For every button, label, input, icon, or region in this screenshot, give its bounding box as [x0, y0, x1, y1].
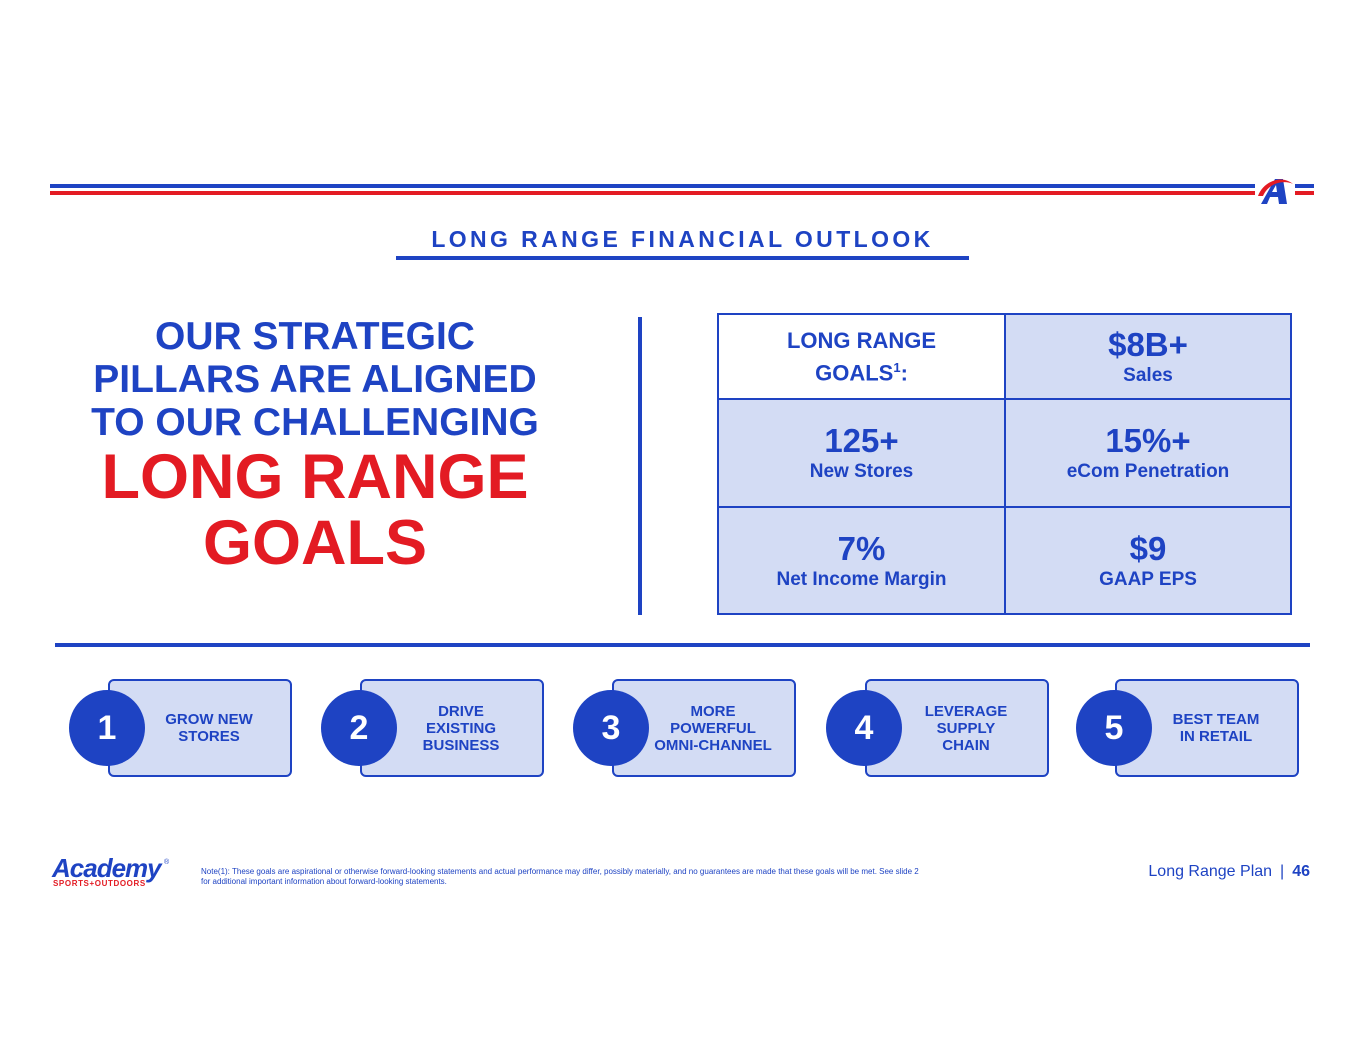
deck-name: Long Range Plan	[1148, 863, 1273, 880]
pillar-number-badge: 5	[1076, 690, 1152, 766]
headline: OUR STRATEGIC PILLARS ARE ALIGNED TO OUR…	[40, 315, 590, 576]
goal-label: New Stores	[809, 461, 914, 482]
pillar-label-line: IN RETAIL	[1179, 728, 1253, 745]
goal-label: eCom Penetration	[1066, 461, 1230, 482]
pillar-label-line: BUSINESS	[422, 736, 500, 754]
page-number: 46	[1292, 863, 1310, 880]
goals-header-line-1: LONG RANGE	[786, 327, 937, 353]
pillar-1: GROW NEW STORES 1	[69, 679, 294, 777]
vertical-divider	[638, 317, 642, 615]
pillar-box: DRIVE EXISTING BUSINESS	[360, 679, 544, 777]
long-range-goals-table: LONG RANGE GOALS1: $8B+ Sales 125+ New S…	[717, 313, 1292, 615]
footnote-marker: 1	[893, 359, 901, 375]
goal-cell-sales: $8B+ Sales	[1006, 315, 1290, 400]
goal-value: 15%+	[1105, 422, 1191, 459]
headline-line-2: PILLARS ARE ALIGNED	[93, 358, 537, 401]
pillar-label-line: POWERFUL	[670, 719, 756, 737]
goal-cell-ecom-penetration: 15%+ eCom Penetration	[1006, 400, 1290, 508]
pillar-number-badge: 1	[69, 690, 145, 766]
pillar-number-badge: 2	[321, 690, 397, 766]
goal-cell-new-stores: 125+ New Stores	[719, 400, 1006, 508]
footnote: Note(1): These goals are aspirational or…	[201, 867, 919, 886]
pillar-label-line: BEST TEAM	[1172, 711, 1260, 728]
logo-registered-mark: ®	[164, 859, 170, 866]
pillar-label-line: MORE	[690, 702, 736, 720]
top-stripe-blue	[50, 184, 1255, 188]
goals-header-cell: LONG RANGE GOALS1:	[719, 315, 1006, 400]
pillar-4: LEVERAGE SUPPLY CHAIN 4	[826, 679, 1051, 777]
pillar-label-line: SUPPLY	[936, 719, 996, 737]
goal-value: $9	[1129, 529, 1167, 567]
top-stripe-blue-end	[1295, 184, 1314, 188]
pillar-2: DRIVE EXISTING BUSINESS 2	[321, 679, 546, 777]
goal-cell-net-income-margin: 7% Net Income Margin	[719, 508, 1006, 613]
footer-separator: |	[1280, 863, 1285, 880]
pillar-label-line: DRIVE	[438, 702, 484, 720]
pillar-label-line: EXISTING	[425, 719, 496, 737]
goal-cell-gaap-eps: $9 GAAP EPS	[1006, 508, 1290, 613]
section-title-underline	[396, 256, 969, 260]
footer-page-info: Long Range Plan | 46	[1060, 863, 1310, 881]
top-stripe-red-end	[1295, 191, 1314, 195]
headline-line-4: LONG RANGE	[101, 442, 529, 512]
logo-tagline: SPORTS+OUTDOORS	[53, 879, 146, 888]
pillar-label-line: LEVERAGE	[924, 702, 1008, 720]
pillar-5: BEST TEAM IN RETAIL 5	[1076, 679, 1301, 777]
pillar-label-line: CHAIN	[942, 736, 990, 754]
top-stripe-red	[50, 191, 1255, 195]
goal-label: Net Income Margin	[776, 568, 947, 590]
goal-value: $8B+	[1108, 325, 1188, 363]
goal-value: 7%	[837, 529, 886, 567]
pillar-3: MORE POWERFUL OMNI-CHANNEL 3	[573, 679, 798, 777]
pillar-label-line: OMNI-CHANNEL	[654, 736, 772, 754]
headline-line-3: TO OUR CHALLENGING	[91, 401, 539, 444]
goal-label: Sales	[1123, 364, 1173, 386]
logo-word: Academy	[52, 853, 162, 883]
horizontal-divider	[55, 643, 1310, 647]
section-title: LONG RANGE FINANCIAL OUTLOOK	[431, 226, 934, 252]
academy-a-logo-icon	[1258, 179, 1293, 204]
pillar-label-line: GROW NEW	[165, 711, 253, 728]
goal-label: GAAP EPS	[1099, 568, 1197, 590]
pillar-number-badge: 4	[826, 690, 902, 766]
pillar-label-line: STORES	[178, 728, 240, 745]
academy-logo: Academy ® SPORTS+OUTDOORS	[52, 853, 177, 889]
pillar-number-badge: 3	[573, 690, 649, 766]
headline-line-5: GOALS	[202, 508, 427, 578]
pillar-box: BEST TEAM IN RETAIL	[1115, 679, 1299, 777]
headline-line-1: OUR STRATEGIC	[155, 315, 475, 358]
goal-value: 125+	[824, 422, 899, 459]
goals-header-line-2: GOALS1:	[815, 359, 908, 386]
